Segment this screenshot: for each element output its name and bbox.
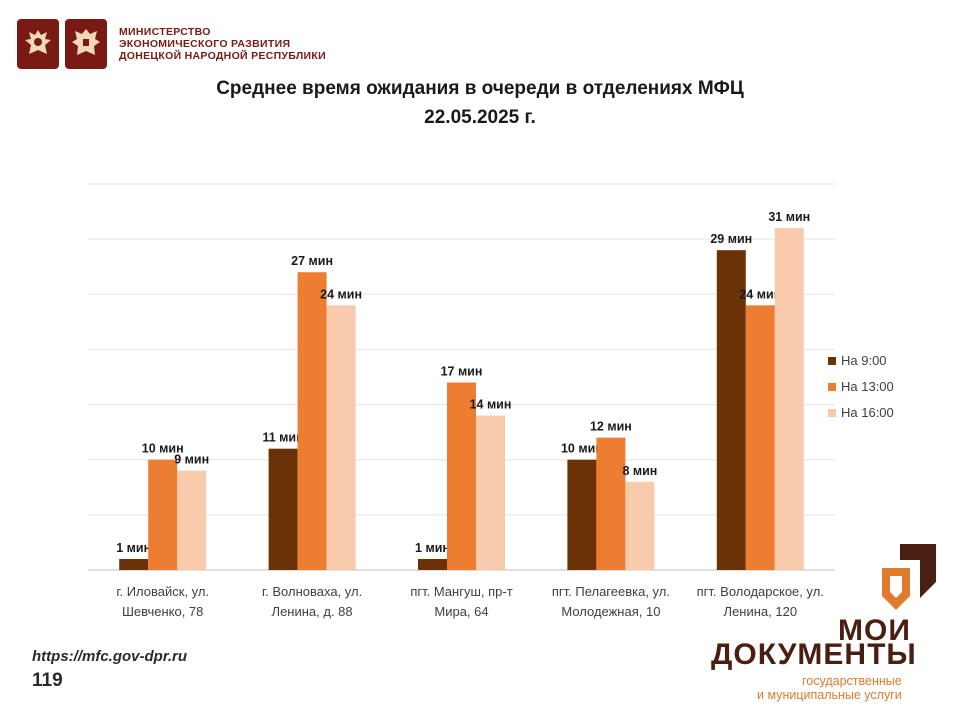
data-label: 10 мин bbox=[561, 442, 603, 456]
bar bbox=[774, 228, 804, 570]
bar bbox=[268, 448, 298, 570]
ministry-line-1: МИНИСТЕРСТВО bbox=[119, 26, 211, 38]
data-label: 29 мин bbox=[710, 232, 752, 246]
data-label: 9 мин bbox=[174, 453, 209, 467]
legend-swatch bbox=[828, 383, 836, 391]
x-tick-label: пгт. Мангуш, пр-т bbox=[410, 584, 512, 599]
bar bbox=[625, 481, 655, 570]
bar bbox=[418, 558, 447, 570]
chart-title-line-1: Среднее время ожидания в очереди в отдел… bbox=[216, 78, 744, 99]
x-tick-label: Ленина, 120 bbox=[724, 604, 798, 619]
bar bbox=[567, 459, 597, 570]
brand-subtitle-line-1: государственные bbox=[802, 674, 902, 688]
x-tick-label: пгт. Володарское, ул. bbox=[697, 584, 824, 599]
data-label: 17 мин bbox=[441, 365, 483, 379]
bar bbox=[745, 305, 775, 570]
data-label: 11 мин bbox=[263, 431, 304, 445]
x-tick-label: пгт. Пелагеевка, ул. bbox=[552, 584, 670, 599]
bar bbox=[297, 272, 327, 570]
bar bbox=[447, 382, 476, 570]
legend-label: На 9:00 bbox=[841, 353, 887, 368]
x-tick-label: Ленина, д. 88 bbox=[272, 604, 353, 619]
data-label: 12 мин bbox=[590, 420, 632, 434]
page-number: 119 bbox=[32, 670, 63, 691]
ministry-line-2: ЭКОНОМИЧЕСКОГО РАЗВИТИЯ bbox=[119, 38, 291, 50]
x-tick-label: г. Волноваха, ул. bbox=[262, 584, 362, 599]
bar bbox=[119, 558, 149, 570]
data-label: 8 мин bbox=[622, 464, 657, 478]
legend-swatch bbox=[828, 357, 836, 365]
brand-name-line-2: ДОКУМЕНТЫ bbox=[711, 638, 917, 671]
moi-dokumenty-logo-icon bbox=[882, 544, 936, 610]
data-label: 24 мин bbox=[739, 287, 781, 301]
data-label: 1 мин bbox=[116, 541, 151, 555]
chart-title: Среднее время ожидания в очереди в отдел… bbox=[0, 74, 960, 132]
ministry-line-3: ДОНЕЦКОЙ НАРОДНОЙ РЕСПУБЛИКИ bbox=[119, 50, 326, 62]
bar bbox=[326, 305, 356, 570]
bar bbox=[596, 437, 626, 570]
bar bbox=[476, 415, 505, 570]
legend-swatch bbox=[828, 409, 836, 417]
dpr-emblem-icon bbox=[65, 19, 107, 69]
legend-label: На 13:00 bbox=[841, 379, 894, 394]
x-tick-label: Шевченко, 78 bbox=[122, 604, 203, 619]
data-label: 24 мин bbox=[320, 287, 362, 301]
x-tick-label: г. Иловайск, ул. bbox=[116, 584, 209, 599]
bar bbox=[716, 250, 746, 570]
data-label: 10 мин bbox=[142, 442, 184, 456]
brand-subtitle-line-2: и муниципальные услуги bbox=[757, 688, 902, 702]
legend-label: На 16:00 bbox=[841, 405, 894, 420]
data-label: 14 мин bbox=[470, 398, 512, 412]
x-tick-label: Молодежная, 10 bbox=[561, 604, 660, 619]
brand-name-line-1: МОИ bbox=[838, 614, 911, 647]
x-tick-label: Мира, 64 bbox=[434, 604, 488, 619]
footer-url: https://mfc.gov-dpr.ru bbox=[32, 648, 187, 665]
ministry-name: МИНИСТЕРСТВО ЭКОНОМИЧЕСКОГО РАЗВИТИЯ ДОН… bbox=[119, 26, 326, 62]
bar bbox=[148, 459, 178, 570]
data-label: 1 мин bbox=[415, 541, 450, 555]
bar bbox=[177, 470, 207, 570]
data-label: 27 мин bbox=[291, 254, 333, 268]
ministry-header: МИНИСТЕРСТВО ЭКОНОМИЧЕСКОГО РАЗВИТИЯ ДОН… bbox=[17, 18, 326, 70]
russia-emblem-icon bbox=[17, 19, 59, 69]
data-label: 31 мин bbox=[768, 210, 810, 224]
chart-title-line-2: 22.05.2025 г. bbox=[424, 107, 536, 128]
